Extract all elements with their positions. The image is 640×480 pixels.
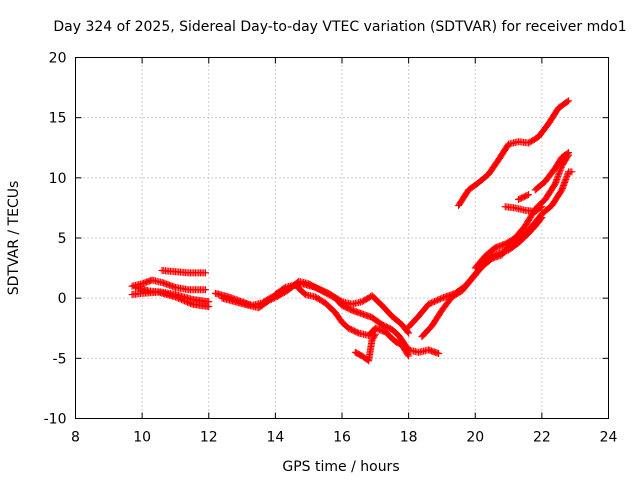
data-point <box>404 351 412 359</box>
x-tick-label: 14 <box>266 430 284 446</box>
series-1 <box>128 276 209 294</box>
data-point <box>319 288 327 296</box>
data-point <box>201 269 209 277</box>
x-tick-label: 16 <box>333 430 351 446</box>
data-point <box>565 97 573 105</box>
data-point <box>315 285 323 293</box>
data-point <box>370 332 378 340</box>
data-point <box>312 284 320 292</box>
data-point <box>425 300 433 308</box>
data-point <box>205 298 213 306</box>
axis-ticks <box>75 57 609 419</box>
y-tick-label: 10 <box>49 171 67 187</box>
data-point <box>309 282 317 290</box>
series-12 <box>501 203 546 216</box>
data-point <box>426 300 434 308</box>
data-point <box>308 281 316 289</box>
y-axis-label: SDTVAR / TECUs <box>6 181 22 296</box>
y-tick-labels: -10 -5 0 5 10 15 20 <box>44 51 67 428</box>
data-point <box>371 330 379 338</box>
series-4 <box>131 283 213 306</box>
gridlines <box>75 57 609 419</box>
data-point <box>568 168 576 176</box>
data-point <box>565 149 573 157</box>
data-point <box>405 329 413 337</box>
data-point <box>538 203 546 211</box>
data-point <box>324 290 332 298</box>
series-6 <box>218 277 443 358</box>
x-tick-labels: 8 10 12 14 16 18 20 22 24 <box>71 430 617 446</box>
data-point <box>305 280 313 288</box>
data-point <box>328 293 336 301</box>
data-point <box>433 296 441 304</box>
y-tick-label: 5 <box>58 231 67 247</box>
data-point <box>314 285 322 293</box>
series-11 <box>471 151 573 272</box>
data-point <box>435 350 443 358</box>
data-point <box>428 299 436 307</box>
x-tick-label: 18 <box>400 430 418 446</box>
y-tick-label: 20 <box>49 51 67 67</box>
data-marks <box>128 97 576 365</box>
x-tick-label: 8 <box>71 430 80 446</box>
data-point <box>353 328 361 336</box>
x-axis-label: GPS time / hours <box>282 459 399 475</box>
chart-title: Day 324 of 2025, Sidereal Day-to-day VTE… <box>53 19 626 35</box>
data-point <box>436 295 444 303</box>
y-tick-label: 15 <box>49 111 67 127</box>
data-point <box>525 191 533 199</box>
data-point <box>311 283 319 291</box>
data-point <box>432 297 440 305</box>
data-point <box>563 150 571 158</box>
series-13 <box>515 191 533 203</box>
data-point <box>318 287 326 295</box>
data-point <box>537 204 545 212</box>
x-tick-label: 10 <box>133 430 151 446</box>
data-point <box>563 98 571 106</box>
y-tick-label: -10 <box>44 412 67 428</box>
data-point <box>435 296 443 304</box>
data-point <box>429 298 437 306</box>
series-15 <box>455 97 573 210</box>
data-point <box>405 352 413 360</box>
data-point <box>306 281 314 289</box>
data-point <box>370 333 378 341</box>
data-point <box>368 336 376 344</box>
series-14 <box>531 149 573 194</box>
data-point <box>321 289 329 297</box>
data-point <box>327 292 335 300</box>
y-tick-label: 0 <box>58 291 67 307</box>
data-point <box>369 335 377 343</box>
series-10 <box>418 168 576 341</box>
data-point <box>201 286 209 294</box>
y-tick-label: -5 <box>53 351 67 367</box>
x-tick-label: 12 <box>200 430 218 446</box>
data-point <box>431 298 439 306</box>
series-8 <box>351 330 379 365</box>
data-point <box>404 328 412 336</box>
series-2 <box>158 266 209 277</box>
data-point <box>523 191 531 199</box>
data-point <box>317 286 325 294</box>
series-7 <box>271 281 413 360</box>
x-tick-label: 22 <box>533 430 551 446</box>
x-tick-label: 20 <box>466 430 484 446</box>
x-tick-label: 24 <box>600 430 618 446</box>
data-point <box>325 291 333 299</box>
data-point <box>322 289 330 297</box>
